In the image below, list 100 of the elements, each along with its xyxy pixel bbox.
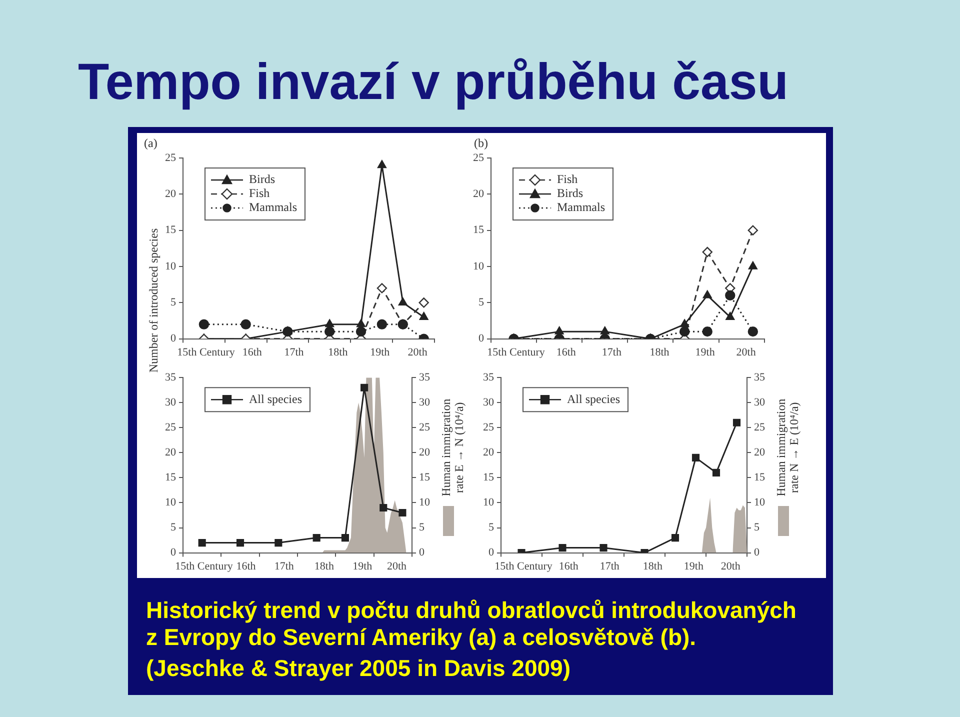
- y2-tick-label: 0: [419, 546, 425, 559]
- y-tick-label: 20: [473, 188, 484, 200]
- y2-tick-label: 35: [754, 371, 766, 384]
- y-tick-label: 25: [165, 152, 176, 164]
- point: [554, 326, 564, 334]
- legend-label: All species: [567, 392, 620, 406]
- y-tick-label: 5: [170, 296, 176, 309]
- point: [748, 261, 758, 270]
- y-tick-label: 0: [170, 546, 176, 559]
- x-tick-label: 18th: [642, 560, 663, 572]
- x-tick-label: 16th: [556, 346, 576, 358]
- point: [312, 534, 320, 542]
- x-tick-label: 15th Century: [177, 346, 236, 358]
- point: [679, 326, 690, 337]
- point: [198, 319, 210, 330]
- x-tick-label: 17th: [284, 346, 304, 358]
- y2-tick-label: 30: [419, 396, 430, 409]
- y-axis-title: Number of introduced species: [146, 228, 162, 372]
- y-tick-label: 25: [473, 152, 484, 164]
- point: [198, 539, 206, 547]
- legend-label: Fish: [557, 172, 578, 186]
- y2-tick-label: 15: [419, 472, 430, 484]
- x-tick-label: 19th: [352, 560, 373, 572]
- x-tick-label: 20th: [720, 560, 741, 572]
- y2-tick-label: 15: [754, 472, 766, 484]
- y2-tick-label: 35: [419, 371, 430, 384]
- point: [324, 326, 335, 337]
- x-tick-label: 20th: [736, 346, 756, 358]
- legend-label: All species: [249, 392, 302, 406]
- y-tick-label: 15: [483, 472, 494, 484]
- x-tick-label: 19th: [684, 560, 704, 572]
- y2-tick-label: 20: [754, 446, 766, 459]
- y-tick-label: 0: [170, 332, 176, 345]
- point: [380, 504, 388, 512]
- text: (b): [474, 136, 488, 150]
- y-tick-label: 10: [165, 260, 176, 272]
- point: [419, 312, 428, 320]
- x-tick-label: 15th Century: [487, 346, 546, 358]
- y2-tick-label: 10: [754, 496, 766, 509]
- x-tick-label: 18th: [314, 560, 334, 572]
- point: [376, 283, 388, 294]
- point: [377, 160, 386, 168]
- x-tick-label: 16th: [558, 560, 579, 572]
- x-tick-label: 15th Century: [494, 560, 553, 572]
- x-tick-label: 18th: [328, 346, 348, 358]
- y2-tick-label: 20: [419, 446, 430, 459]
- legend-label: Birds: [557, 186, 584, 200]
- point: [398, 508, 406, 517]
- y-tick-label: 20: [483, 446, 494, 459]
- x-tick-label: 16th: [242, 346, 262, 358]
- y-tick-label: 20: [165, 188, 176, 200]
- point: [748, 326, 758, 337]
- point: [732, 418, 741, 426]
- point: [282, 326, 293, 337]
- point: [418, 298, 429, 308]
- point: [748, 225, 758, 236]
- y-tick-label: 10: [165, 496, 176, 509]
- y2-tick-label: 25: [419, 422, 430, 434]
- y2-tick-label: 25: [754, 422, 766, 434]
- x-tick-label: 20th: [386, 560, 408, 572]
- point: [356, 326, 366, 337]
- y-tick-label: 35: [483, 371, 494, 384]
- point: [341, 534, 349, 542]
- x-tick-label: 15th Century: [175, 560, 234, 572]
- y-tick-label: 10: [483, 496, 494, 509]
- y2-tick-label: 10: [419, 496, 430, 509]
- x-tick-label: 16th: [236, 560, 256, 572]
- y2-axis-title: Human immigration rate N → E (10⁴/a): [774, 398, 802, 496]
- point: [360, 384, 368, 392]
- x-tick-label: 17th: [602, 346, 622, 358]
- y-tick-label: 35: [165, 371, 176, 384]
- y-tick-label: 15: [165, 224, 176, 236]
- y-tick-label: 10: [473, 260, 484, 272]
- text: (Jeschke & Strayer 2005 in Davis 2009): [146, 655, 572, 682]
- point: [692, 454, 700, 462]
- point: [726, 312, 735, 320]
- y2-axis-title: Human immigration rate E → N (10⁴/a): [439, 398, 466, 496]
- y-tick-label: 25: [483, 422, 494, 434]
- point: [600, 326, 610, 334]
- point: [325, 319, 334, 328]
- y-tick-label: 30: [483, 396, 494, 409]
- y-tick-label: 0: [478, 332, 484, 345]
- point: [600, 544, 608, 552]
- x-tick-label: 19th: [695, 346, 716, 358]
- text: (a): [144, 136, 158, 150]
- point: [702, 290, 712, 298]
- y-tick-label: 15: [165, 472, 176, 484]
- y-tick-label: 5: [488, 522, 494, 534]
- point: [702, 246, 712, 258]
- y-tick-label: 5: [170, 522, 176, 534]
- point: [398, 298, 408, 306]
- legend-label: Fish: [249, 186, 270, 200]
- text: Tempo invazí v průběhu času: [78, 52, 788, 111]
- point: [236, 539, 244, 547]
- y-tick-label: 30: [165, 396, 176, 409]
- x-tick-label: 17th: [274, 560, 294, 572]
- y2-tick-label: 0: [754, 546, 760, 559]
- y-tick-label: 0: [488, 546, 494, 559]
- point: [356, 319, 366, 328]
- x-tick-label: 17th: [600, 560, 620, 572]
